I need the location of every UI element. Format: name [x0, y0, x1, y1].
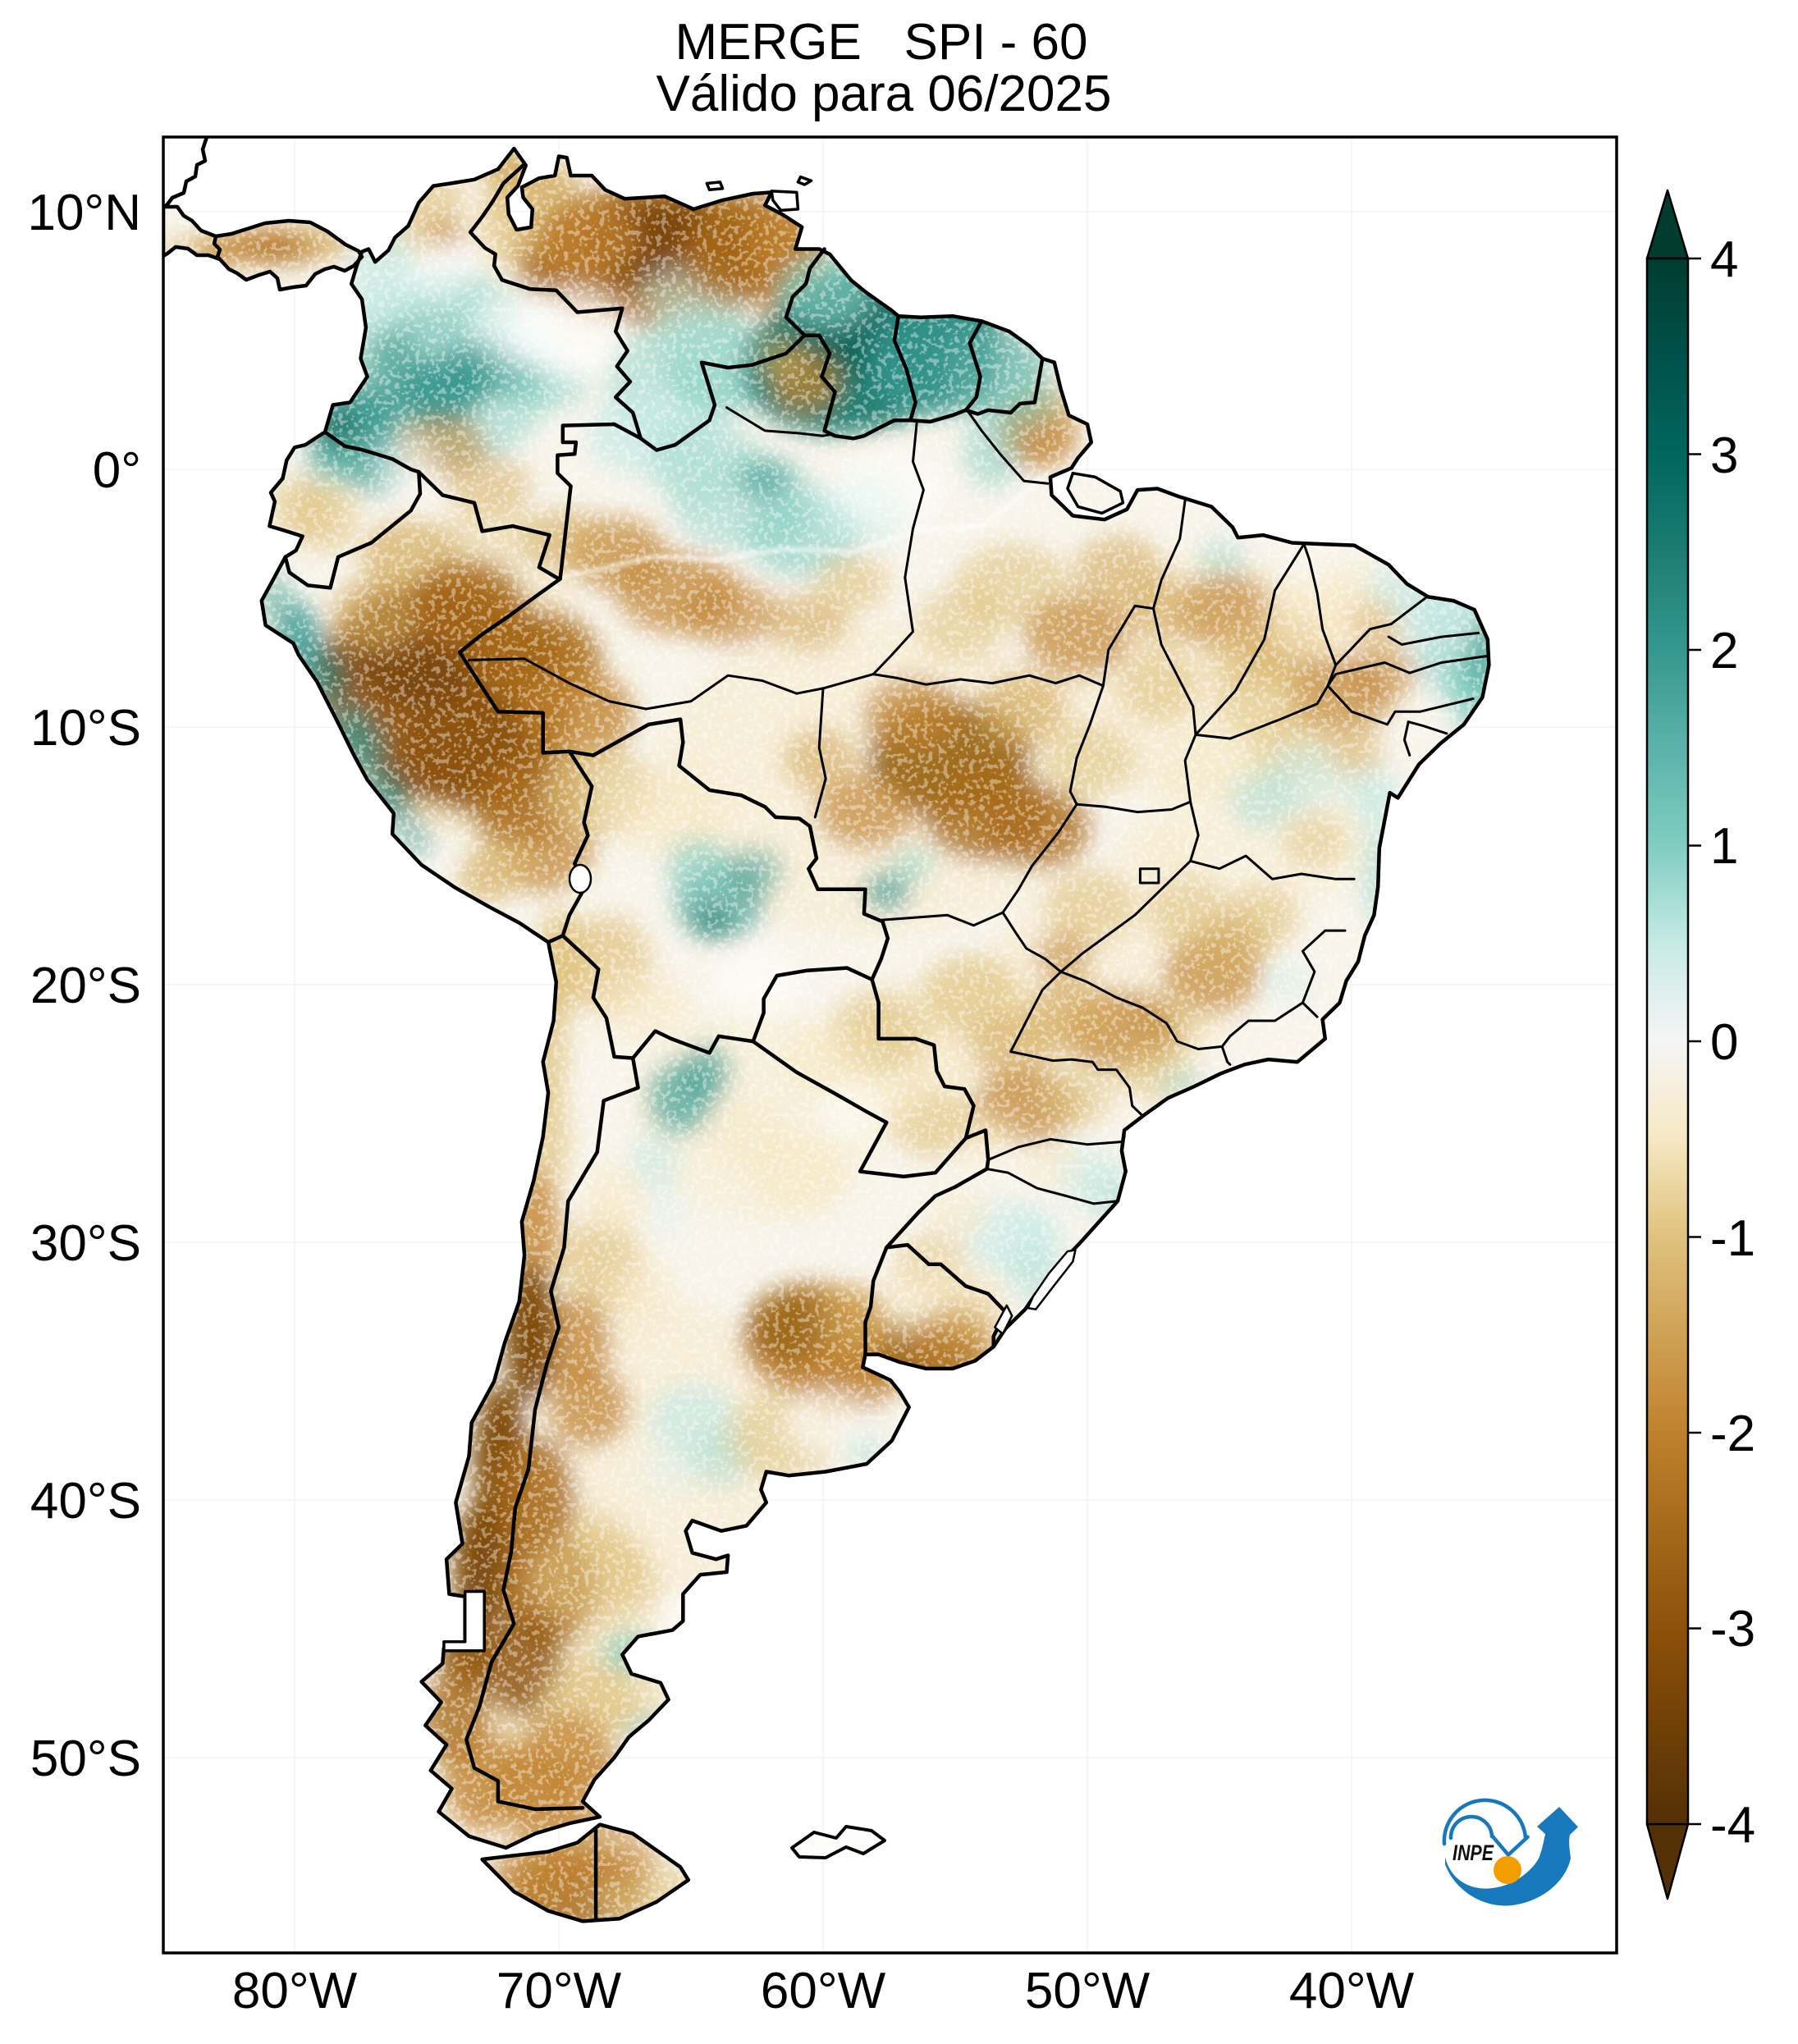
svg-text:60°W: 60°W [761, 1963, 886, 2019]
svg-text:10°S: 10°S [30, 700, 141, 757]
svg-text:-3: -3 [1710, 1601, 1755, 1658]
svg-text:50°S: 50°S [30, 1731, 141, 1787]
svg-text:80°W: 80°W [232, 1963, 358, 2019]
svg-text:20°S: 20°S [30, 958, 141, 1014]
svg-text:0°: 0° [93, 442, 141, 499]
svg-text:MERGE SPI - 60: MERGE SPI - 60 [675, 14, 1087, 71]
svg-text:50°W: 50°W [1025, 1963, 1151, 2019]
svg-text:0: 0 [1710, 1014, 1738, 1071]
svg-text:3: 3 [1710, 428, 1738, 484]
svg-text:30°S: 30°S [30, 1215, 141, 1272]
svg-text:-1: -1 [1710, 1210, 1755, 1267]
svg-text:Válido para 06/2025: Válido para 06/2025 [656, 66, 1111, 122]
svg-text:-2: -2 [1710, 1406, 1755, 1462]
svg-text:-4: -4 [1710, 1797, 1755, 1854]
svg-text:10°N: 10°N [27, 185, 141, 241]
svg-text:40°W: 40°W [1289, 1963, 1415, 2019]
svg-text:2: 2 [1710, 623, 1738, 679]
svg-text:INPE: INPE [1453, 1841, 1494, 1865]
svg-text:70°W: 70°W [496, 1963, 622, 2019]
svg-text:1: 1 [1710, 818, 1738, 875]
svg-text:4: 4 [1710, 231, 1738, 288]
svg-text:40°S: 40°S [30, 1473, 141, 1530]
